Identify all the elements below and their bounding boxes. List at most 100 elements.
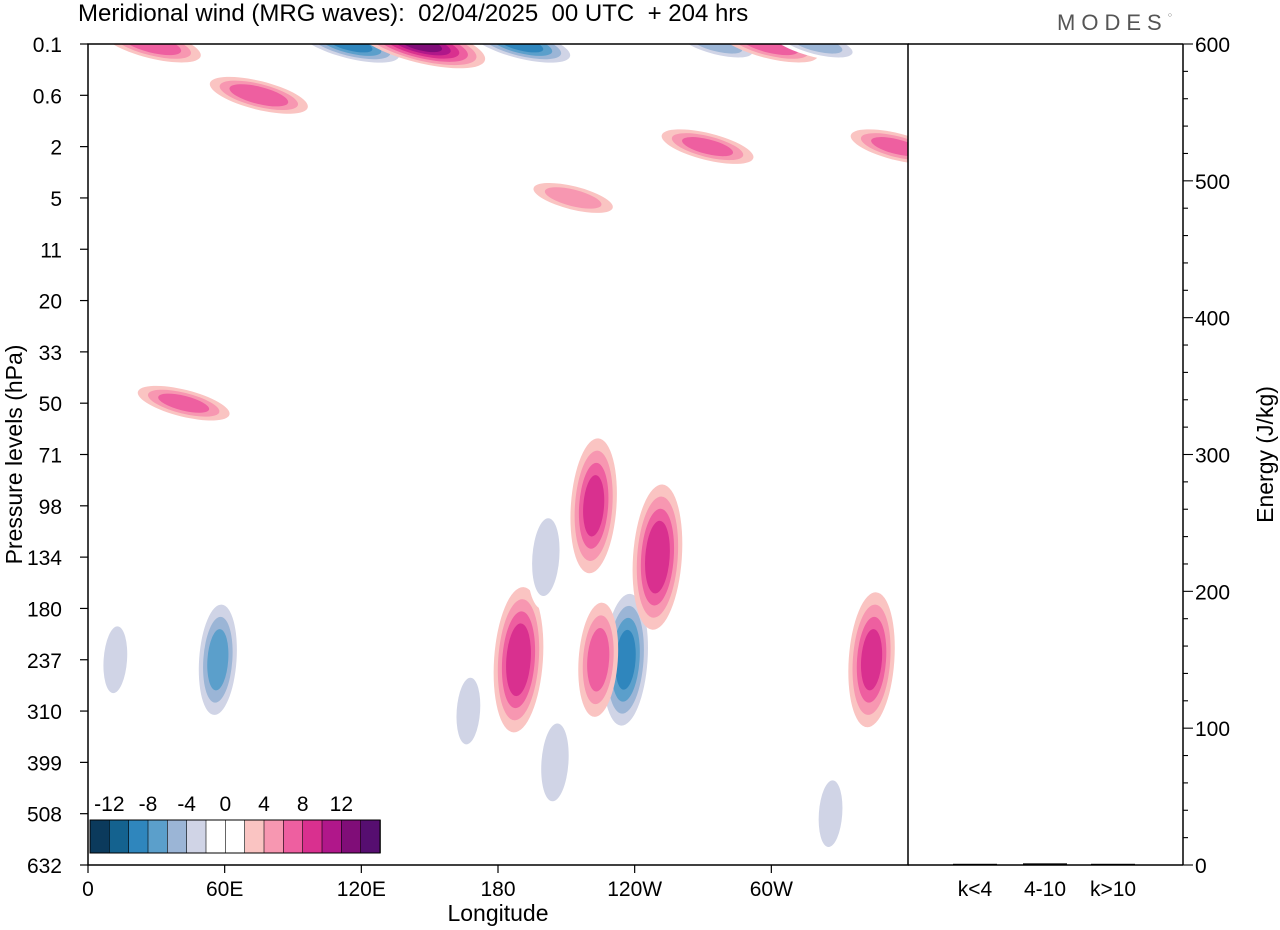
energy-category-label: k<4 — [958, 878, 993, 901]
wind-cell-positive-13 — [137, 385, 230, 421]
pressure-tick-label: 5 — [50, 188, 62, 211]
contour-level--6 — [691, 44, 743, 54]
wind-contour-field — [88, 44, 908, 865]
colorbar-swatch — [167, 819, 188, 854]
longitude-tick-label: 60W — [750, 878, 793, 901]
colorbar-swatch — [225, 819, 246, 854]
pressure-tick-label: 71 — [39, 445, 62, 468]
contour-level-8 — [860, 629, 883, 691]
wind-cell-positive-17 — [493, 587, 544, 733]
wind-cell-negative-14 — [768, 389, 843, 417]
energy-tick-label: 200 — [1195, 581, 1230, 604]
wind-cell-negative-5 — [670, 44, 763, 62]
contour-level-6 — [739, 44, 799, 56]
colorbar-swatch — [360, 819, 381, 854]
wind-cell-positive-9 — [850, 129, 908, 164]
contour-level--4 — [532, 518, 560, 597]
contour-level-12 — [399, 44, 443, 53]
pressure-tick-label: 33 — [39, 342, 62, 365]
contour-level--6 — [791, 44, 843, 54]
contour-level-6 — [587, 628, 610, 692]
longitude-axis: 0 60E 120E 180 120W 60W — [82, 865, 793, 901]
energy-panel: 0 100 200 300 400 500 600 k<4 4-10 k>10 — [953, 34, 1230, 901]
pressure-tick-label: 0.6 — [33, 85, 62, 108]
energy-tick-label: 100 — [1195, 718, 1230, 741]
colorbar-swatch — [263, 819, 285, 854]
wind-cell-positive-22 — [632, 484, 683, 630]
pressure-tick-label: 11 — [40, 239, 62, 262]
wind-cell-negative-18 — [451, 664, 486, 758]
pressure-tick-label: 508 — [27, 804, 62, 827]
colorbar-label: -4 — [177, 793, 196, 816]
longitude-tick-label: 60E — [206, 878, 243, 901]
contour-level-6 — [871, 137, 908, 157]
pressure-tick-label: 20 — [39, 291, 62, 314]
contour-level--2 — [593, 132, 667, 161]
logo-text: MODES — [1057, 10, 1168, 35]
contour-level--10 — [498, 44, 544, 53]
contour-level--2 — [768, 389, 843, 417]
contour-level-4 — [544, 187, 602, 209]
wind-cell-positive-1 — [209, 76, 308, 114]
wind-cell-negative-16 — [98, 613, 133, 707]
contour-level--4 — [456, 677, 481, 745]
wind-cell-negative-21 — [527, 505, 565, 610]
energy-category-label: 4-10 — [1024, 878, 1066, 901]
contour-level-6 — [158, 393, 210, 413]
longitude-tick-label: 180 — [480, 878, 515, 901]
wind-cell-negative-10 — [593, 132, 667, 161]
wind-cell-positive-23 — [578, 602, 619, 717]
colorbar-label: 0 — [219, 793, 231, 816]
contour-level--2 — [452, 184, 526, 212]
y-axis-title: Pressure levels (hPa) — [1, 345, 27, 565]
colorbar-swatch — [109, 819, 130, 854]
pressure-axis: 0.1 0.6 2 5 11 20 33 50 71 98 134 180 237 310 399 508 63… — [27, 34, 88, 878]
contour-level-8 — [583, 475, 605, 537]
contour-level--4 — [541, 723, 569, 802]
colorbar-label: 8 — [297, 793, 309, 816]
modes-logo: MODES○ — [1057, 10, 1172, 35]
energy-tick-label: 400 — [1195, 308, 1230, 331]
colorbar-swatch — [321, 819, 343, 854]
pressure-tick-label: 134 — [27, 547, 62, 570]
contour-level--8 — [207, 629, 229, 691]
energy-tick-label: 0 — [1195, 855, 1207, 878]
wind-cell-positive-8 — [661, 129, 754, 164]
contour-level-6 — [229, 84, 289, 107]
wind-cell-negative-24 — [536, 710, 574, 815]
colorbar-swatch — [147, 819, 169, 854]
pressure-tick-label: 180 — [27, 598, 62, 621]
wind-cell-positive-11 — [533, 182, 613, 213]
pressure-tick-label: 237 — [27, 650, 62, 673]
colorbar-swatch — [89, 819, 111, 854]
energy-tick-label: 600 — [1195, 34, 1230, 57]
energy-category-label: k>10 — [1090, 878, 1136, 901]
contour-level-8 — [645, 520, 670, 594]
colorbar-swatch — [341, 819, 362, 854]
colorbar-label: -12 — [94, 793, 124, 816]
colorbar-swatch — [244, 819, 265, 854]
pressure-tick-label: 50 — [39, 393, 62, 416]
contour-level--4 — [818, 780, 843, 848]
colorbar-swatch — [186, 819, 207, 854]
energy-tick-label: 500 — [1195, 171, 1230, 194]
colorbar-swatch — [128, 819, 149, 854]
wind-cell-negative-12 — [452, 184, 526, 212]
longitude-tick-label: 120W — [607, 878, 662, 901]
energy-bar-4-10 — [1023, 863, 1067, 865]
colorbar-label: 4 — [258, 793, 270, 816]
wind-cell-positive-20 — [570, 438, 617, 574]
contour-level--10 — [615, 629, 636, 690]
energy-bar-k<4 — [953, 863, 997, 865]
contour-level--10 — [327, 44, 373, 53]
pressure-tick-label: 632 — [27, 855, 62, 878]
energy-tick-label: 300 — [1195, 445, 1230, 468]
contour-level--4 — [103, 626, 128, 694]
longitude-tick-label: 120E — [337, 878, 386, 901]
wind-cell-negative-15 — [194, 592, 242, 728]
colorbar-swatch — [205, 819, 227, 854]
pressure-tick-label: 310 — [27, 701, 62, 724]
colorbar-label: 12 — [330, 793, 353, 816]
colorbar: -12 -8 -4 0 4 8 12 — [89, 793, 381, 854]
chart-title: Meridional wind (MRG waves): 02/04/2025 … — [78, 0, 749, 27]
